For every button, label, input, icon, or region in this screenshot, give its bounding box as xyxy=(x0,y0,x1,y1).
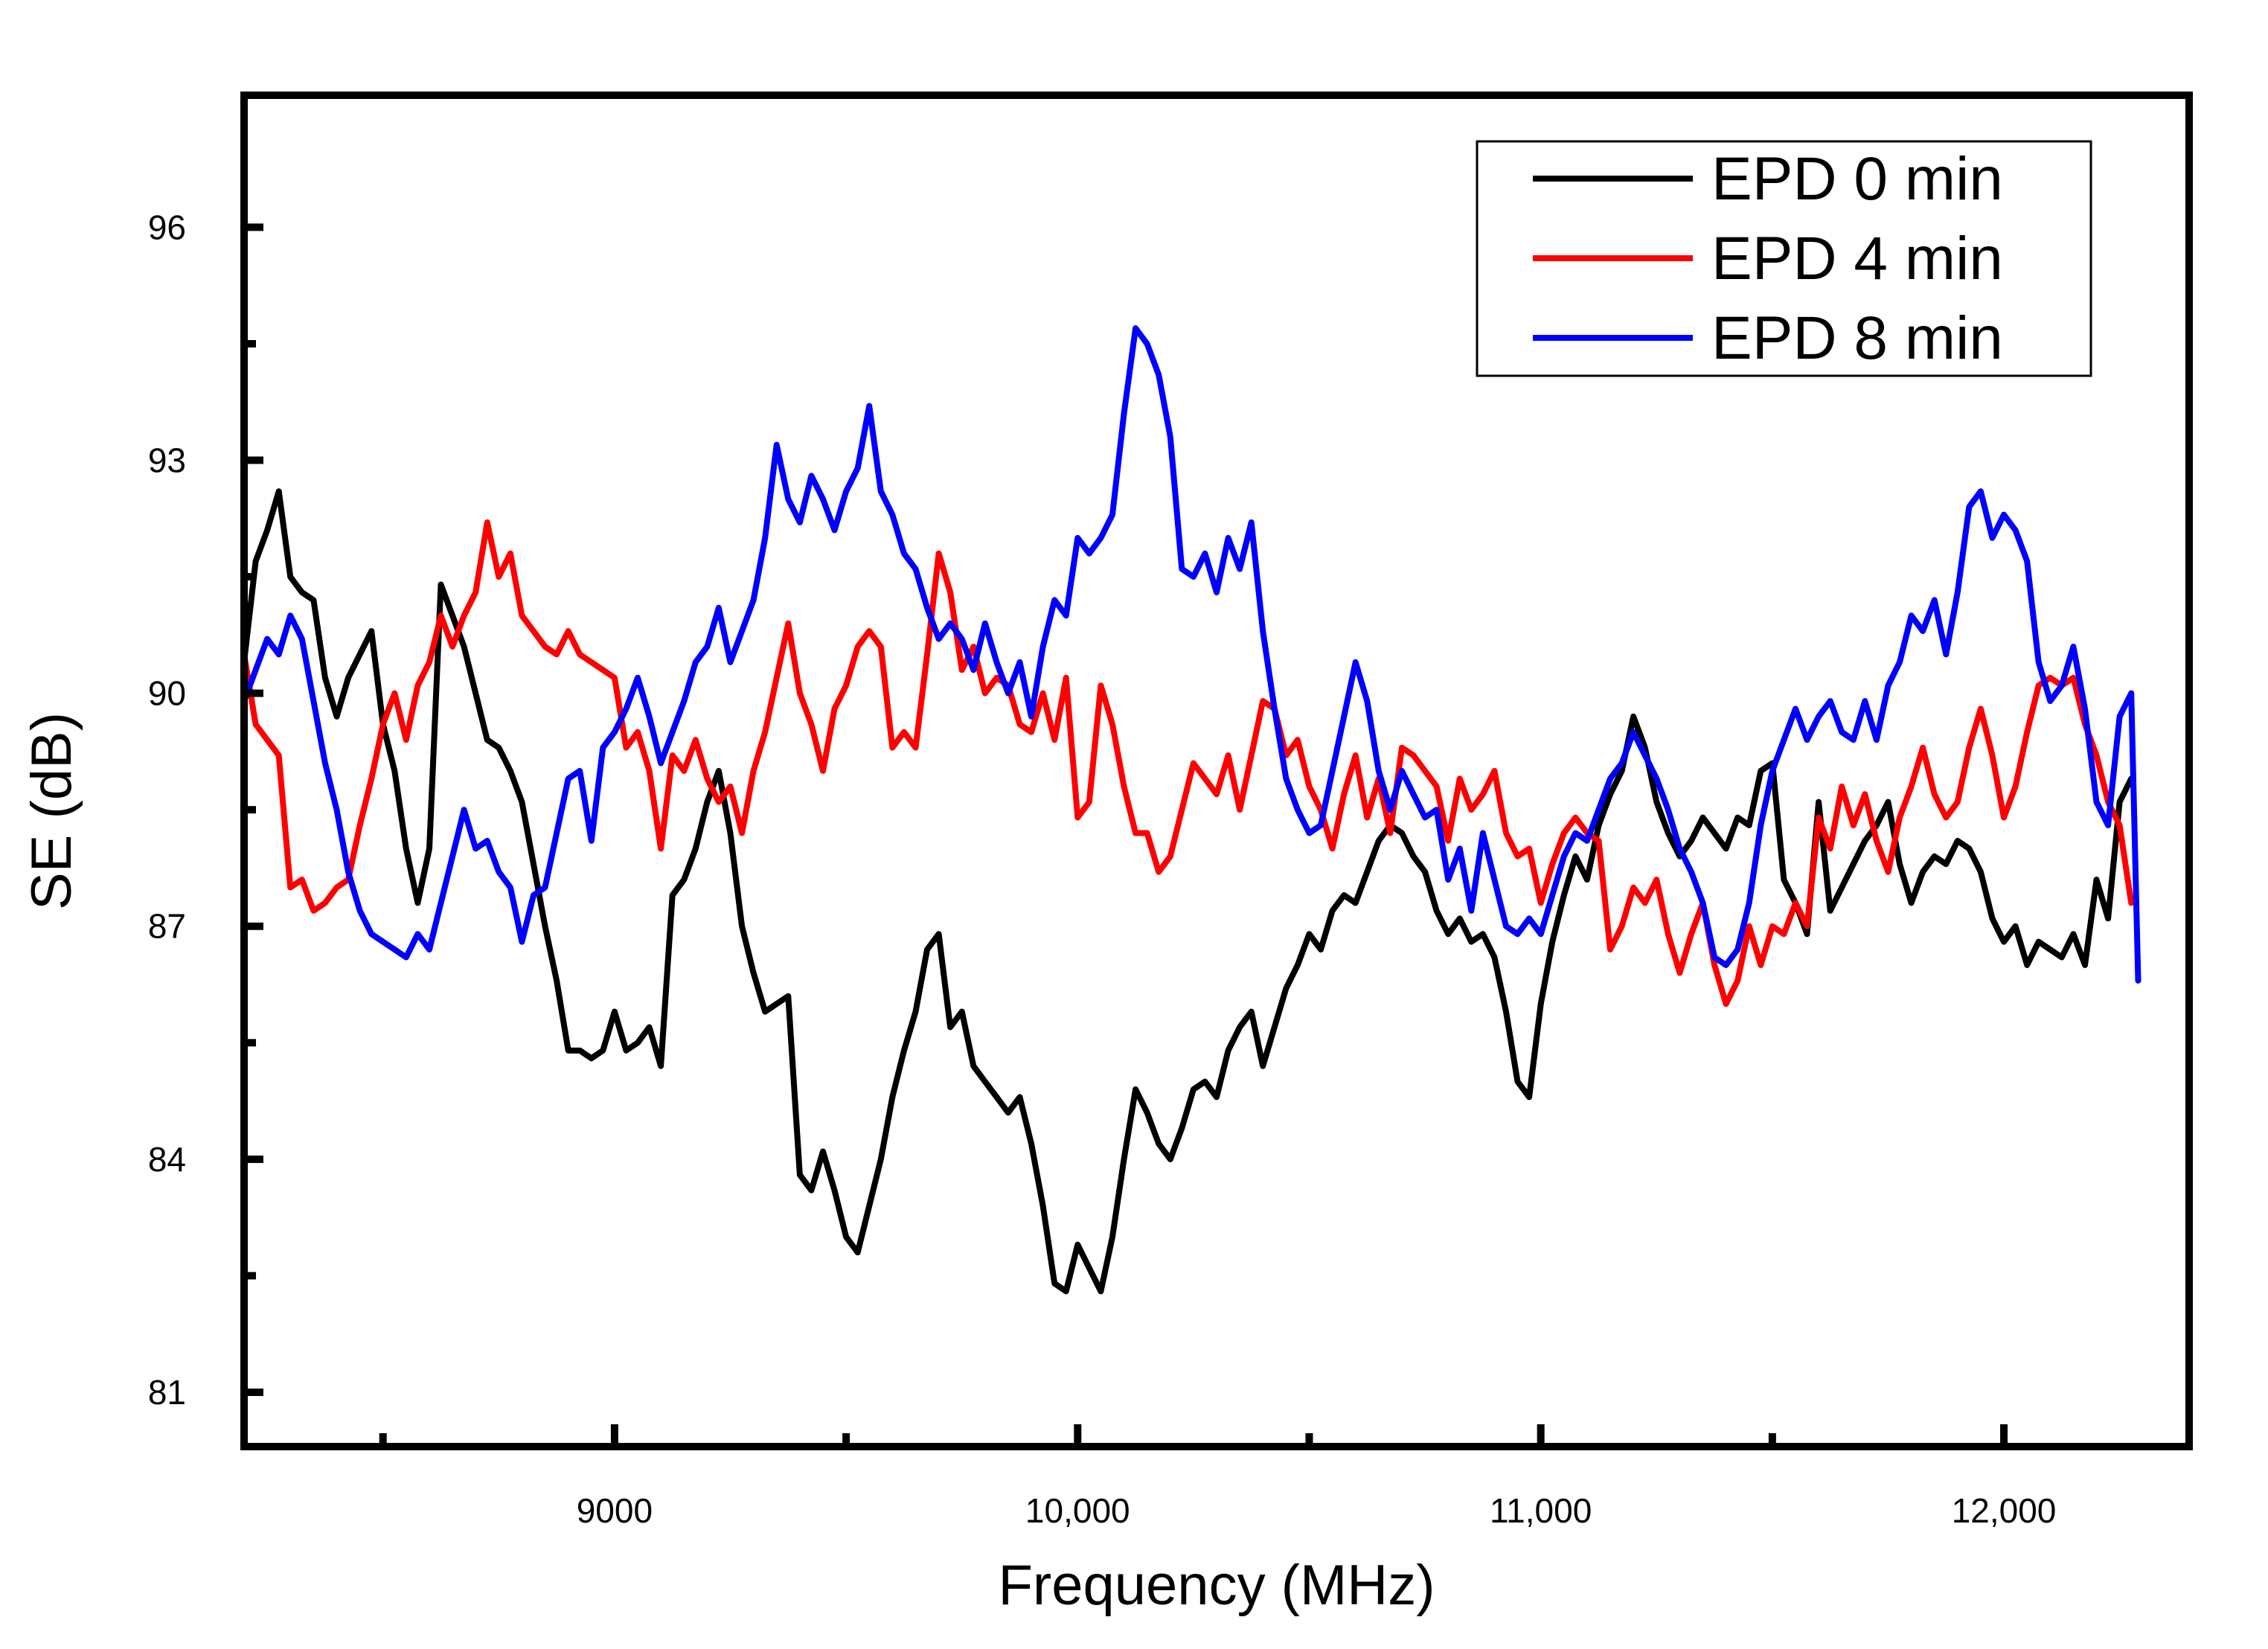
series-layer xyxy=(241,325,2142,1295)
y-tick-label: 90 xyxy=(148,674,186,713)
y-tick-label: 96 xyxy=(148,208,186,246)
x-tick-label: 11,000 xyxy=(1490,1491,1592,1530)
plot-frame xyxy=(240,92,2193,1450)
y-tick-label: 93 xyxy=(148,441,186,480)
y-tick-labels: 81 84 87 90 93 96 xyxy=(148,208,186,1412)
x-axis-title: Frequency (MHz) xyxy=(999,1554,1435,1617)
series-line-epd-8-min xyxy=(241,325,2142,984)
series-line-epd-4-min xyxy=(241,519,2135,1008)
x-tick-label: 12,000 xyxy=(1952,1491,2057,1530)
legend: EPD 0 min EPD 4 min EPD 8 min xyxy=(1476,140,2092,377)
x-tick-label: 10,000 xyxy=(1025,1491,1130,1530)
y-tick-label: 87 xyxy=(148,907,186,946)
ticks-layer xyxy=(244,223,2008,1447)
x-tick-labels: 9000 10,000 11,000 12,000 xyxy=(577,1491,2057,1530)
y-tick-label: 81 xyxy=(148,1373,186,1412)
y-axis-title: SE (dB) xyxy=(20,712,83,910)
y-tick-label: 84 xyxy=(148,1140,186,1179)
legend-label-epd-8: EPD 8 min xyxy=(1711,304,2003,372)
x-tick-label: 9000 xyxy=(577,1491,653,1530)
legend-label-epd-4: EPD 4 min xyxy=(1711,225,2003,292)
legend-label-epd-0: EPD 0 min xyxy=(1711,145,2003,213)
